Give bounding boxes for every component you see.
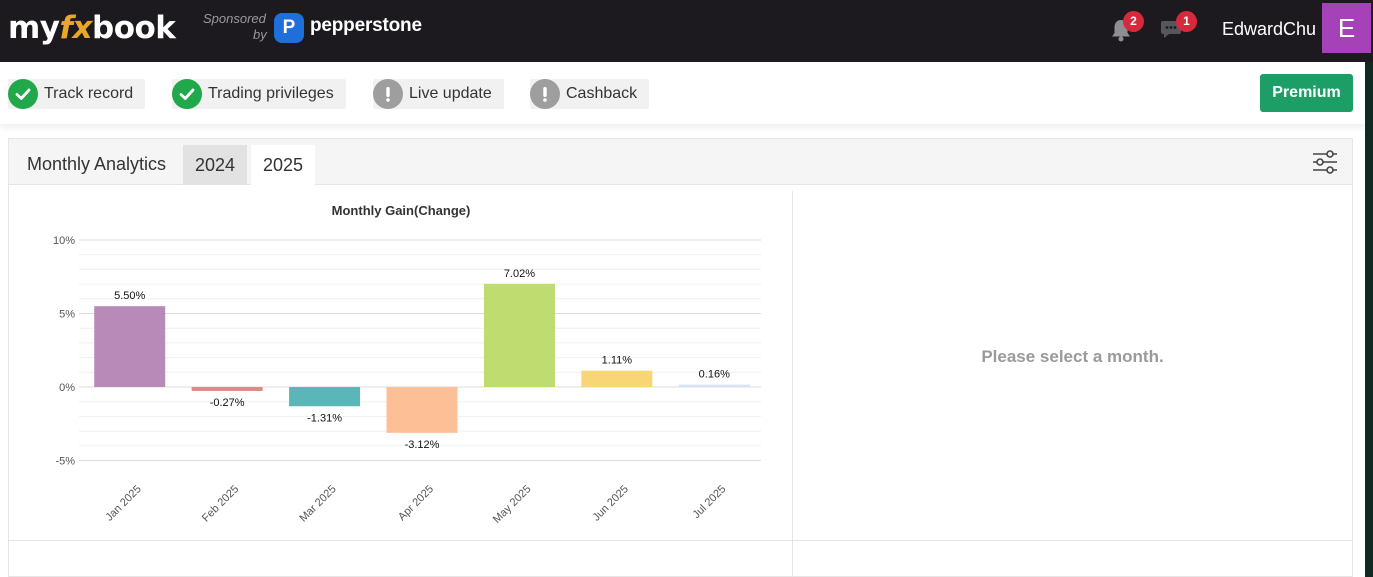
bar-jun-2025 <box>581 370 653 387</box>
y-tick-label: 0% <box>59 382 75 394</box>
panel-header: Monthly Analytics 2024 2025 <box>9 139 1352 185</box>
divider <box>792 191 793 577</box>
filter-settings-icon[interactable] <box>1311 149 1339 175</box>
data-label: -3.12% <box>405 439 440 451</box>
logo-prefix: my <box>8 10 60 46</box>
x-tick-label: Mar 2025 <box>297 483 338 524</box>
y-tick-label: -5% <box>55 456 75 468</box>
feature-trading-privileges[interactable]: Trading privileges <box>172 79 346 109</box>
x-tick-label: Jul 2025 <box>691 483 729 521</box>
logo-suffix: book <box>92 10 176 46</box>
divider <box>9 540 1352 541</box>
account-features-bar: Track record Trading privileges Live upd… <box>0 62 1365 124</box>
x-tick-label: May 2025 <box>491 483 534 526</box>
check-circle-icon <box>8 79 38 109</box>
data-label: -0.27% <box>210 397 245 409</box>
feature-cashback[interactable]: Cashback <box>530 79 650 109</box>
bar-may-2025 <box>483 283 555 387</box>
premium-button[interactable]: Premium <box>1260 74 1353 112</box>
data-label: 0.16% <box>699 369 730 381</box>
exclamation-circle-icon <box>530 79 560 109</box>
by-text: by <box>253 27 267 42</box>
panel-title: Monthly Analytics <box>27 154 167 174</box>
y-tick-label: 5% <box>59 309 75 321</box>
messages-badge: 1 <box>1176 11 1197 32</box>
exclamation-circle-icon <box>373 79 403 109</box>
data-label: -1.31% <box>307 412 342 424</box>
feature-label: Trading privileges <box>208 85 334 102</box>
bar-mar-2025 <box>289 387 361 407</box>
pepperstone-name[interactable]: pepperstone <box>310 15 422 36</box>
bar-feb-2025 <box>191 387 263 391</box>
empty-state-message: Please select a month. <box>981 347 1164 366</box>
sponsored-by-label: Sponsored by <box>203 11 267 43</box>
pepperstone-logo-icon[interactable]: P <box>274 13 304 43</box>
tab-2024[interactable]: 2024 <box>183 145 247 185</box>
check-circle-icon <box>172 79 202 109</box>
page-edge-decoration <box>1365 62 1373 577</box>
feature-label: Track record <box>44 85 134 102</box>
feature-label: Live update <box>409 85 492 102</box>
x-tick-label: Jun 2025 <box>590 483 630 523</box>
logo-fx: fx <box>59 10 93 46</box>
myfxbook-logo[interactable]: myfxbook <box>8 8 176 48</box>
x-tick-label: Jan 2025 <box>103 483 143 523</box>
y-tick-label: 10% <box>53 235 75 247</box>
top-navbar: myfxbook Sponsored by P pepperstone 2 1 … <box>0 0 1373 62</box>
feature-track-record[interactable]: Track record <box>8 79 146 109</box>
monthly-gain-chart: Monthly Gain(Change) 10% 5% 0% -5% 5.50% Jan 2… <box>53 203 761 526</box>
feature-live-update[interactable]: Live update <box>373 79 504 109</box>
x-tick-label: Apr 2025 <box>396 483 436 523</box>
data-label: 5.50% <box>114 290 145 302</box>
data-label: 7.02% <box>504 268 535 280</box>
data-label: 1.11% <box>602 355 633 367</box>
x-tick-label: Feb 2025 <box>200 483 241 524</box>
bar-jul-2025 <box>678 384 750 387</box>
feature-label: Cashback <box>566 85 638 102</box>
tab-2025[interactable]: 2025 <box>251 145 315 185</box>
avatar[interactable]: E <box>1322 3 1371 53</box>
notifications-badge: 2 <box>1123 11 1144 32</box>
sponsored-text: Sponsored <box>203 11 266 26</box>
username[interactable]: EdwardChu <box>1222 19 1317 39</box>
monthly-analytics-panel: Monthly Analytics 2024 2025 Monthly Gain… <box>8 138 1353 577</box>
chart-title: Monthly Gain(Change) <box>332 203 471 218</box>
bar-apr-2025 <box>386 387 458 433</box>
bar-jan-2025 <box>94 306 166 387</box>
